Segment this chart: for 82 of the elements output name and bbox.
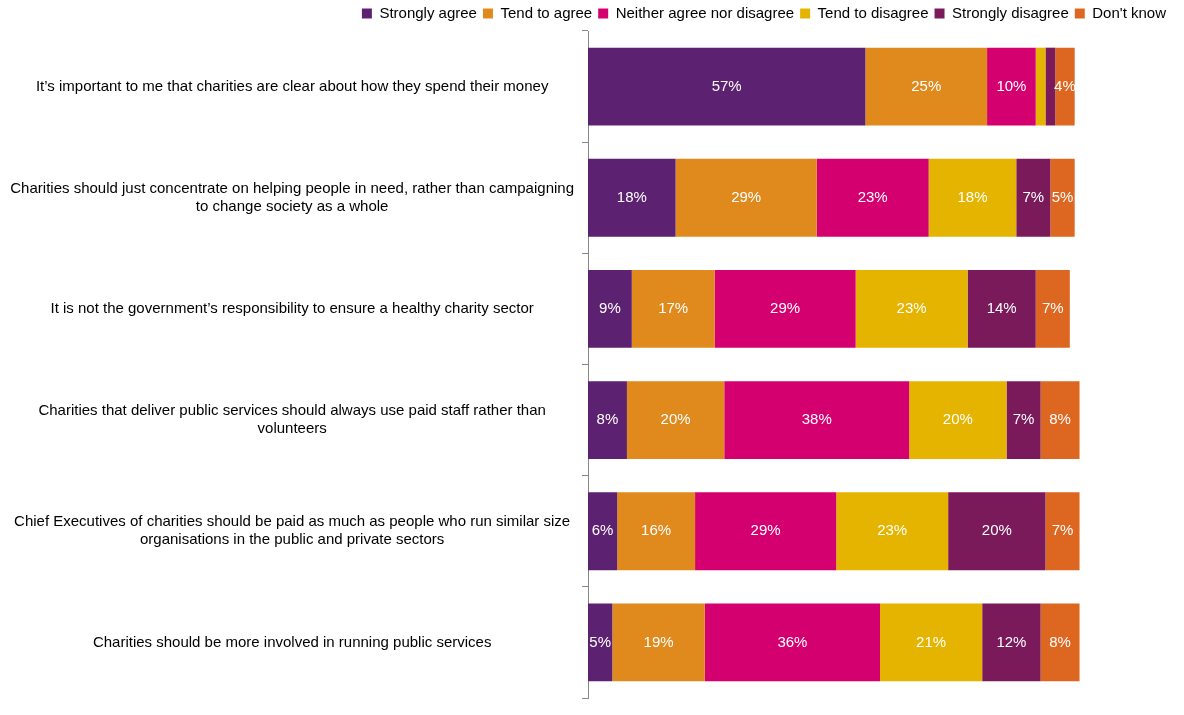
bar bbox=[588, 158, 676, 237]
data-label: 7% bbox=[1041, 299, 1064, 317]
data-label: 23% bbox=[877, 521, 908, 539]
bar bbox=[704, 603, 880, 682]
bar bbox=[987, 47, 1036, 126]
bar bbox=[816, 158, 929, 237]
data-label: 57% bbox=[711, 76, 742, 94]
legend-label: Don't know bbox=[1092, 3, 1167, 21]
data-label: 29% bbox=[750, 521, 781, 539]
data-label: 36% bbox=[777, 632, 808, 650]
bar bbox=[724, 381, 910, 459]
bar bbox=[909, 381, 1007, 459]
bar bbox=[1040, 381, 1080, 459]
bar bbox=[1006, 381, 1041, 459]
legend-label: Strongly agree bbox=[379, 3, 477, 21]
bar bbox=[1016, 158, 1051, 237]
bar bbox=[588, 381, 627, 459]
data-label: 17% bbox=[658, 299, 689, 317]
bar bbox=[612, 603, 705, 682]
bar bbox=[1040, 603, 1080, 682]
bar bbox=[588, 47, 866, 126]
bar bbox=[1055, 47, 1075, 126]
bar bbox=[1045, 47, 1056, 126]
data-label: 23% bbox=[896, 299, 927, 317]
data-label: 18% bbox=[957, 187, 988, 205]
data-label: 29% bbox=[731, 187, 762, 205]
bar bbox=[675, 158, 817, 237]
data-label: 18% bbox=[616, 187, 647, 205]
data-label: 38% bbox=[801, 410, 832, 428]
y-tick-label: It’s important to me that charities are clear about how they spend their money bbox=[35, 76, 549, 94]
data-label: 7% bbox=[1012, 410, 1035, 428]
data-label: 19% bbox=[643, 632, 674, 650]
bar bbox=[617, 492, 696, 571]
data-label: 8% bbox=[1049, 632, 1071, 650]
bar bbox=[982, 603, 1041, 682]
y-tick-label: Charities should just concentrate on helping people in need, rather than campaigning to change society as a whole bbox=[10, 178, 575, 214]
bar bbox=[967, 270, 1036, 348]
y-tick-label: It is not the government’s responsibility to ensure a healthy charity sector bbox=[50, 299, 534, 317]
bar bbox=[948, 492, 1046, 571]
bar bbox=[588, 492, 618, 571]
data-label: 4% bbox=[1054, 76, 1076, 94]
y-tick-label: Charities should be more involved in running public services bbox=[92, 632, 492, 650]
data-label: 5% bbox=[1051, 187, 1074, 205]
y-tick-label: Chief Executives of charities should be paid as much as people who run similar size organisations in the public and private sectors bbox=[14, 512, 571, 548]
bar bbox=[1035, 270, 1070, 348]
data-label: 7% bbox=[1051, 521, 1074, 539]
legend-label: Tend to disagree bbox=[817, 3, 929, 21]
legend-label: Neither agree nor disagree bbox=[615, 3, 795, 21]
legend-label: Tend to agree bbox=[500, 3, 593, 21]
data-label: 29% bbox=[770, 299, 801, 317]
bar bbox=[1035, 47, 1046, 126]
data-label: 10% bbox=[996, 76, 1027, 94]
bar bbox=[1045, 492, 1080, 571]
data-label: 23% bbox=[857, 187, 888, 205]
legend-label: Strongly disagree bbox=[952, 3, 1069, 21]
bar bbox=[928, 158, 1017, 237]
bar bbox=[631, 270, 715, 348]
bar bbox=[588, 270, 632, 348]
bar bbox=[714, 270, 856, 348]
y-tick-label: Charities that deliver public services should always use paid staff rather than volunteers bbox=[38, 401, 546, 437]
data-label: 25% bbox=[911, 76, 942, 94]
bar bbox=[836, 492, 949, 571]
bar bbox=[1050, 158, 1075, 237]
data-label: 16% bbox=[641, 521, 672, 539]
data-label: 20% bbox=[660, 410, 691, 428]
data-label: 14% bbox=[986, 299, 1017, 317]
data-label: 5% bbox=[589, 632, 612, 650]
bar bbox=[865, 47, 988, 126]
bar bbox=[626, 381, 725, 459]
data-label: 12% bbox=[996, 632, 1027, 650]
data-label: 8% bbox=[1049, 410, 1071, 428]
bar bbox=[588, 603, 613, 682]
data-label: 7% bbox=[1022, 187, 1045, 205]
bar bbox=[695, 492, 837, 571]
data-label: 20% bbox=[942, 410, 973, 428]
bar bbox=[880, 603, 983, 682]
data-label: 21% bbox=[916, 632, 947, 650]
data-label: 9% bbox=[599, 299, 621, 317]
data-label: 20% bbox=[981, 521, 1012, 539]
data-label: 8% bbox=[596, 410, 619, 428]
data-label: 6% bbox=[591, 521, 614, 539]
bar bbox=[855, 270, 968, 348]
